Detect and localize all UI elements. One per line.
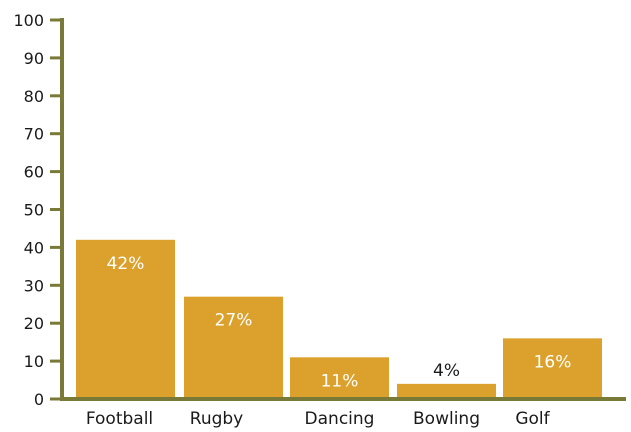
bar-dancing — [290, 357, 389, 399]
y-tick-label: 60 — [24, 163, 44, 182]
y-axis-ticks: 0 10 20 30 40 50 60 70 80 90 100 — [13, 11, 62, 409]
y-tick-label: 80 — [24, 87, 44, 106]
y-tick-label: 10 — [24, 352, 44, 371]
x-tick-label: Golf — [515, 409, 550, 429]
x-tick-label: Rugby — [190, 409, 243, 429]
bar-football — [76, 239, 175, 399]
data-label: 16% — [534, 352, 572, 372]
y-tick-label: 0 — [34, 390, 44, 409]
y-tick-label: 50 — [24, 201, 44, 220]
y-tick-label: 90 — [24, 49, 44, 68]
y-tick-label: 20 — [24, 314, 44, 333]
bar-rugby — [184, 296, 283, 399]
x-tick-label: Dancing — [305, 409, 375, 429]
bars — [76, 239, 602, 399]
bar-bowling — [397, 383, 496, 399]
data-label: 4% — [433, 361, 460, 381]
y-tick-label: 100 — [13, 11, 44, 30]
data-label: 42% — [107, 254, 145, 274]
bar-golf — [503, 338, 602, 399]
data-labels: 42% 27% 11% 4% 16% — [107, 254, 572, 391]
data-label: 11% — [321, 371, 359, 391]
x-tick-label: Bowling — [413, 409, 480, 429]
category-labels: Football Rugby Dancing Bowling Golf — [86, 409, 551, 429]
x-tick-label: Football — [86, 409, 153, 429]
y-tick-label: 30 — [24, 276, 44, 295]
y-tick-label: 70 — [24, 125, 44, 144]
y-tick-label: 40 — [24, 238, 44, 257]
data-label: 27% — [215, 311, 253, 331]
